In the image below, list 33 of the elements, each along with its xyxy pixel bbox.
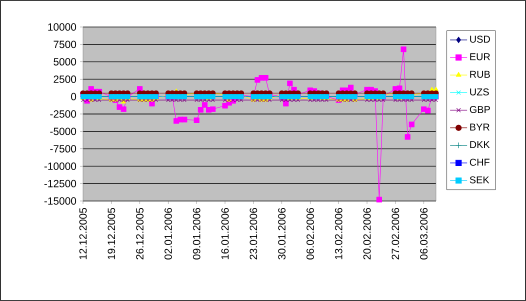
x-tick-label: 26.12.2005: [136, 208, 144, 260]
y-tick-label: 2500: [54, 76, 76, 83]
x-tick-label: 02.01.2006: [164, 208, 172, 260]
legend-label: BYR: [470, 124, 490, 130]
y-tick-label: -12500: [44, 180, 76, 188]
y-tick-label: -2500: [50, 110, 76, 118]
y-tick-label: -7500: [50, 145, 76, 153]
x-tick-label: 06.02.2006: [306, 208, 314, 260]
legend-label: GBP: [470, 106, 490, 114]
legend-label: SEK: [470, 176, 490, 184]
x-tick-label: 09.01.2006: [192, 208, 200, 260]
legend-label: RUB: [470, 70, 490, 78]
y-tick-label: -5000: [50, 128, 76, 136]
legend-label: CHF: [470, 158, 490, 166]
x-tick-label: 27.02.2006: [392, 208, 400, 260]
x-tick-label: 06.03.2006: [420, 208, 428, 260]
x-tick-label: 12.12.2005: [79, 208, 87, 260]
y-tick-label: 10000: [48, 23, 76, 31]
x-tick-label: 19.12.2005: [108, 208, 116, 260]
legend-label: EUR: [470, 53, 490, 60]
y-tick-label: -10000: [44, 162, 76, 170]
y-tick-label: 0: [71, 92, 76, 100]
legend-label: DKK: [470, 141, 490, 148]
y-tick-label: 7500: [54, 40, 76, 48]
y-tick-label: -15000: [44, 197, 76, 205]
legend-label: USD: [470, 36, 490, 43]
x-tick-label: 13.02.2006: [334, 208, 342, 260]
x-tick-label: 16.01.2006: [221, 208, 229, 260]
x-tick-label: 23.01.2006: [250, 208, 258, 260]
x-tick-label: 30.01.2006: [278, 208, 286, 260]
x-tick-label: 20.02.2006: [363, 208, 371, 260]
y-tick-label: 5000: [54, 58, 76, 66]
legend-label: UZS: [470, 88, 489, 96]
